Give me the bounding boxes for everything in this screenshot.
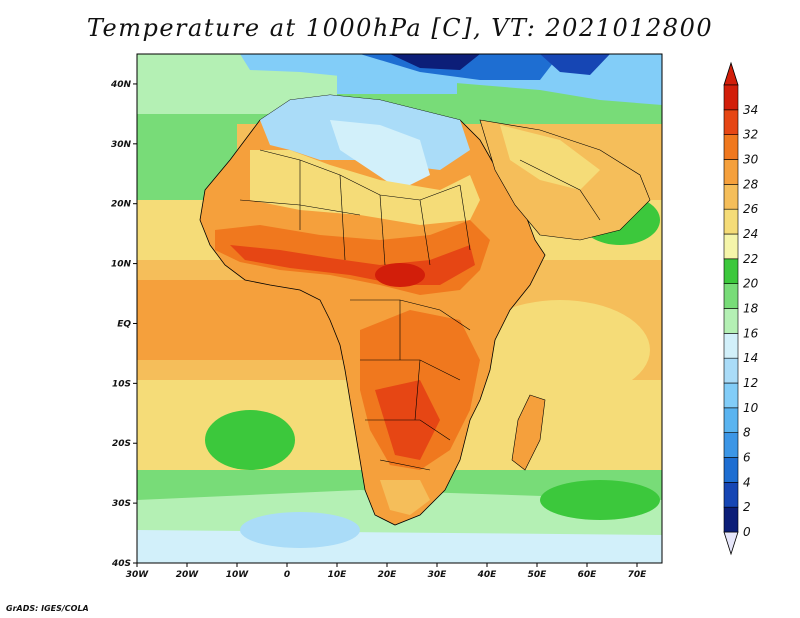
colorbar-swatch bbox=[723, 432, 739, 458]
longitude-axis: 30W 20W 10W 0 10E 20E 30E 40E 50E 60E 70E bbox=[126, 563, 647, 580]
colorbar-under-triangle bbox=[723, 531, 739, 556]
colorbar-swatch bbox=[723, 109, 739, 135]
field-indian-green bbox=[540, 480, 660, 520]
latitude-axis: 40N 30N 20N 10N EQ 10S 20S 30S 40S bbox=[110, 80, 137, 569]
colorbar-swatch bbox=[723, 159, 739, 185]
field-southern-blue bbox=[240, 512, 360, 548]
colorbar-swatch bbox=[723, 208, 739, 235]
lat-tick-label: 20N bbox=[111, 200, 132, 210]
lon-tick-label: 30W bbox=[126, 570, 150, 580]
colorbar-label: 32 bbox=[743, 128, 758, 142]
field-south-atlantic-green bbox=[205, 410, 295, 470]
colorbar-label: 12 bbox=[743, 376, 758, 390]
lon-tick-label: 0 bbox=[284, 570, 290, 580]
colorbar-label: 4 bbox=[743, 475, 751, 489]
colorbar-label: 16 bbox=[743, 326, 759, 340]
colorbar-swatch bbox=[723, 308, 739, 334]
colorbar-swatch bbox=[723, 258, 739, 284]
lat-tick-label: 20S bbox=[112, 439, 131, 449]
colorbar-over-triangle bbox=[723, 61, 739, 86]
colorbar-swatch bbox=[723, 184, 739, 210]
lat-tick-label: 40S bbox=[111, 559, 131, 569]
lat-tick-label: 30S bbox=[112, 499, 131, 509]
temperature-field bbox=[137, 54, 662, 563]
arabia-north bbox=[500, 125, 600, 190]
lon-tick-label: 50E bbox=[528, 570, 548, 580]
lon-tick-label: 60E bbox=[578, 570, 598, 580]
colorbar-label: 6 bbox=[743, 451, 751, 465]
colorbar-swatch bbox=[723, 382, 739, 409]
grads-credit: GrADS: IGES/COLA bbox=[6, 604, 89, 613]
colorbar-label: 18 bbox=[743, 302, 759, 316]
colorbar-label: 0 bbox=[743, 525, 751, 539]
lon-tick-label: 30E bbox=[428, 570, 448, 580]
field-southern-cool bbox=[137, 530, 662, 563]
colorbar-label: 8 bbox=[743, 426, 751, 440]
lon-tick-label: 10E bbox=[328, 570, 348, 580]
turkey-cold bbox=[540, 54, 610, 75]
colorbar-swatch bbox=[723, 134, 739, 160]
colorbar-swatch bbox=[723, 482, 739, 508]
colorbar-label: 2 bbox=[743, 500, 751, 514]
lon-tick-label: 20W bbox=[176, 570, 200, 580]
plot-frame bbox=[136, 53, 663, 564]
lat-tick-label: 40N bbox=[110, 80, 132, 90]
lat-tick-label: 30N bbox=[111, 140, 132, 150]
south-cape bbox=[380, 480, 430, 515]
colorbar-swatch bbox=[723, 283, 739, 309]
colorbar-label: 24 bbox=[743, 227, 758, 241]
colorbar-label: 20 bbox=[743, 277, 759, 291]
lon-tick-label: 70E bbox=[628, 570, 648, 580]
colorbar-label: 10 bbox=[743, 401, 759, 415]
field-indian-yellow bbox=[470, 300, 650, 400]
lon-tick-label: 10W bbox=[226, 570, 250, 580]
map-title: Temperature at 1000hPa [C], VT: 20210128… bbox=[86, 14, 714, 42]
sahel-peak bbox=[375, 263, 425, 287]
lat-tick-label: EQ bbox=[117, 319, 131, 329]
madagascar bbox=[511, 394, 546, 471]
colorbar-label: 28 bbox=[743, 177, 759, 191]
lon-tick-label: 40E bbox=[477, 570, 498, 580]
lat-tick-label: 10S bbox=[112, 379, 131, 389]
colorbar-label: 26 bbox=[743, 202, 759, 216]
colorbar-label: 34 bbox=[743, 103, 758, 117]
colorbar-swatch bbox=[723, 506, 739, 533]
colorbar-swatch bbox=[723, 407, 739, 433]
colorbar-label: 30 bbox=[743, 153, 759, 167]
lon-tick-label: 20E bbox=[378, 570, 398, 580]
sahara-light bbox=[330, 120, 430, 190]
country-borders bbox=[239, 149, 601, 471]
balkans-coldest bbox=[390, 54, 480, 70]
colorbar-swatch bbox=[723, 457, 739, 483]
colorbar-swatch bbox=[723, 333, 739, 359]
colorbar-swatch bbox=[723, 84, 739, 111]
lat-tick-label: 10N bbox=[111, 260, 132, 270]
colorbar-label: 14 bbox=[743, 351, 758, 365]
colorbar-swatch bbox=[723, 357, 739, 384]
colorbar-swatch bbox=[723, 233, 739, 260]
colorbar-label: 22 bbox=[743, 252, 758, 266]
